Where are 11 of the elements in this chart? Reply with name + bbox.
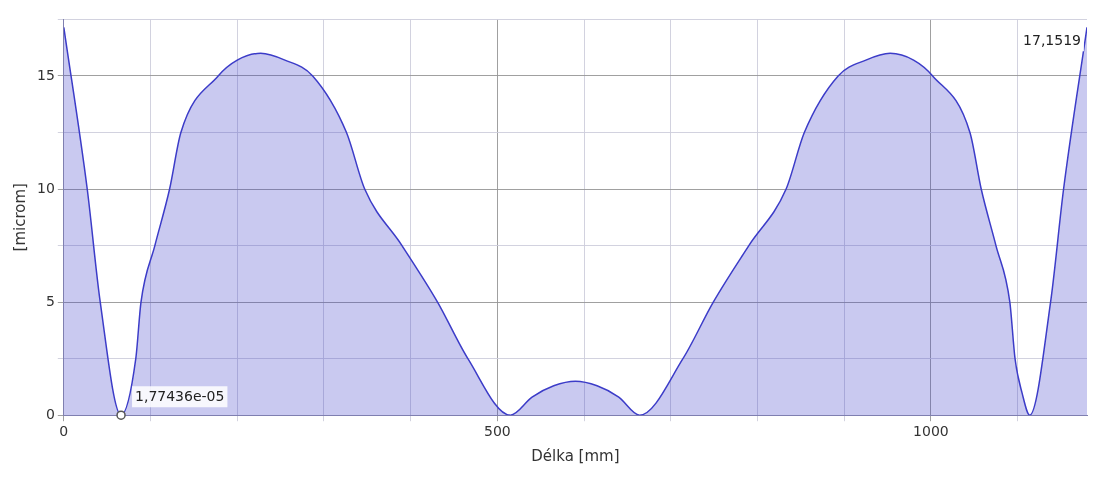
x-tick-label: 500 [484,423,511,440]
x-tick-label: 0 [59,423,69,440]
y-tick-label: 15 [36,66,55,83]
x-axis-title: Délka [mm] [531,446,620,465]
y-axis-title: [microm] [10,183,29,252]
annotation: 1,77436e-05 [135,387,225,404]
x-tick-label: 1000 [913,423,949,440]
y-tick-label: 5 [45,292,55,309]
y-tick-label: 0 [45,405,55,422]
y-tick-label: 10 [36,179,55,196]
annotation: 17,1519 [1023,31,1082,48]
